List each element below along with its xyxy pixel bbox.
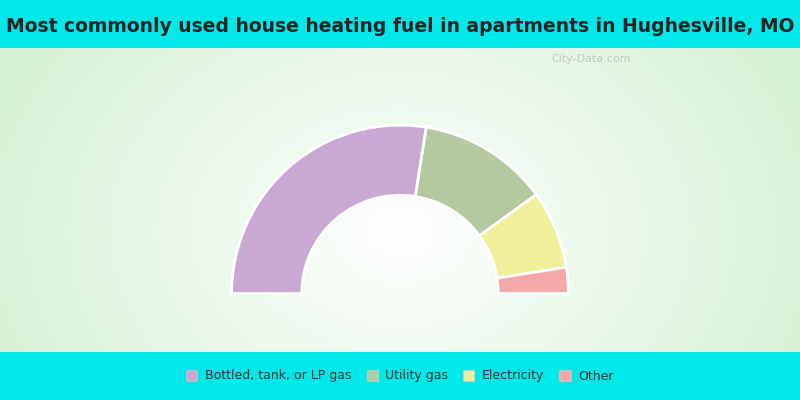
Legend: Bottled, tank, or LP gas, Utility gas, Electricity, Other: Bottled, tank, or LP gas, Utility gas, E… [182, 364, 618, 388]
Wedge shape [479, 194, 566, 278]
Wedge shape [497, 267, 568, 294]
Wedge shape [232, 125, 426, 294]
Wedge shape [415, 127, 536, 236]
Text: City-Data.com: City-Data.com [551, 54, 631, 64]
Text: Most commonly used house heating fuel in apartments in Hughesville, MO: Most commonly used house heating fuel in… [6, 17, 794, 36]
